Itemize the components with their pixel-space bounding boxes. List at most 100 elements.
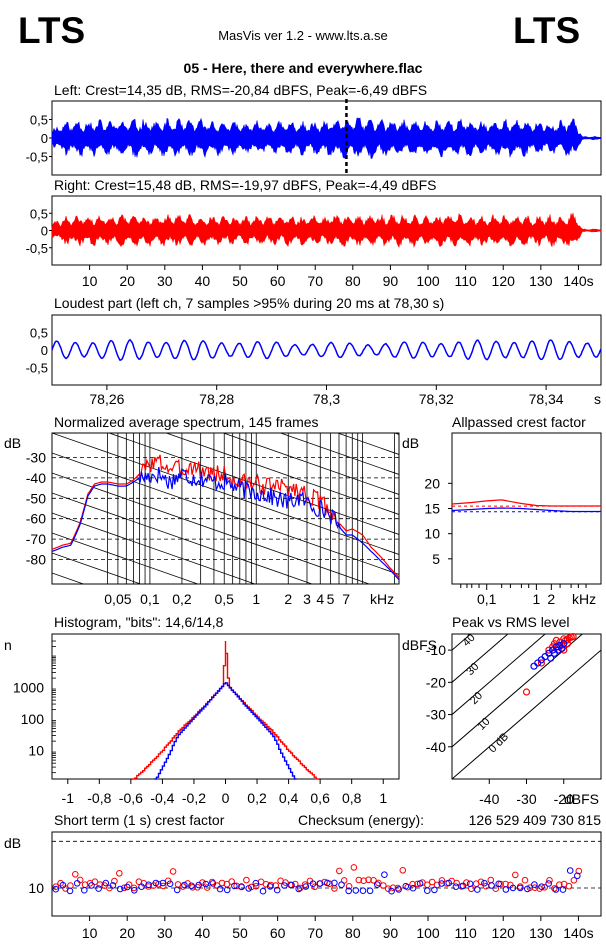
crest-point [111, 877, 118, 885]
time-tick-label: 30 [157, 273, 173, 289]
histogram-title: Histogram, "bits": 14,6/14,8 [54, 614, 224, 630]
scatter-point [522, 688, 531, 696]
crest-point [559, 886, 567, 893]
crest-point [551, 885, 558, 892]
crest-point [365, 876, 372, 884]
x-tick-label: 78,32 [419, 391, 454, 407]
crest-point [481, 879, 488, 887]
time-tick-label: 50 [232, 273, 248, 289]
histogram-series-line [154, 682, 297, 780]
time-tick-label: 100 [416, 925, 440, 941]
crest-point [231, 882, 238, 890]
time-tick-label: 120 [492, 273, 516, 289]
crest-point [565, 882, 573, 890]
allpassed-crest-plot: 20 15 10 5 0,1 1 2 [424, 432, 602, 607]
crest-point [116, 885, 124, 893]
crest-point [166, 880, 174, 888]
crest-point [216, 885, 224, 893]
x-tick-label: 0,4 [279, 790, 299, 806]
waveform-line [51, 338, 602, 361]
spectrum-series-line [51, 466, 400, 581]
crest-point [538, 883, 545, 891]
time-tick-label: 80 [345, 273, 361, 289]
reference-slope [52, 452, 399, 575]
crest-point [370, 877, 377, 884]
time-tick-label: 130 [529, 273, 553, 289]
time-tick-label: 140s [563, 925, 593, 941]
crest-point [95, 885, 102, 892]
x-tick-label: 78,34 [529, 391, 564, 407]
x-tick-label: 3 [303, 591, 311, 607]
x-tick-label: -0,8 [87, 790, 111, 806]
logo-right: LTS [513, 10, 580, 51]
crest-point [96, 881, 104, 888]
crest-point [350, 864, 358, 871]
spectrum-plot: -30 -40 -50 -60 -70 -80 0,05 0,1 0,2 0,5 1 2 3 4 5 7 [26, 432, 400, 607]
time-tick-label: 80 [345, 925, 361, 941]
crest-point [72, 871, 79, 878]
crest-point [395, 886, 403, 893]
crest-point [574, 872, 581, 880]
y-tick-label: 10 [28, 880, 44, 896]
time-tick-label: 50 [232, 925, 248, 941]
crest-point [438, 880, 445, 887]
crest-point [302, 883, 310, 890]
crest-point [259, 887, 267, 895]
crest-series-line [451, 507, 601, 513]
crest-point [345, 883, 353, 890]
crest-point [545, 880, 553, 887]
y-tick-label: 0,5 [30, 326, 48, 341]
crest-diagonal [452, 634, 584, 748]
crest-point [189, 884, 196, 891]
y-tick-label: 20 [424, 475, 440, 491]
crest-point [130, 884, 138, 892]
scatter-point [569, 632, 577, 641]
crest-point [52, 885, 60, 893]
x-tick-label: 1 [252, 591, 260, 607]
crest-point [123, 883, 131, 891]
crest-point [59, 881, 67, 889]
crest-point [120, 884, 128, 892]
y-tick-label: -20 [426, 674, 446, 690]
crest-point [173, 886, 181, 894]
scatter-point [547, 654, 555, 662]
plot-frame [51, 831, 602, 917]
crest-point [245, 885, 252, 892]
crest-point [495, 880, 503, 888]
y-tick-label: -80 [26, 552, 46, 568]
y-tick-label: 10 [28, 743, 44, 759]
crest-point [209, 880, 217, 887]
reference-slope [52, 492, 314, 584]
crest-point [492, 885, 500, 893]
crest-point [66, 887, 74, 895]
time-tick-label: 20 [119, 273, 135, 289]
crest-point [433, 881, 441, 889]
crest-point [380, 882, 387, 889]
spectrum-ylabel: dB [4, 435, 21, 451]
crest-point [531, 884, 539, 892]
crest-point [159, 879, 167, 887]
reference-slope [222, 433, 399, 495]
crest-point [223, 886, 231, 894]
crest-point [512, 871, 519, 879]
x-tick-label: 78,26 [89, 391, 124, 407]
crest-point [336, 867, 343, 875]
x-tick-label: 2 [547, 591, 555, 607]
crest-point [355, 876, 363, 884]
scatter-point [530, 662, 538, 670]
crest-point [81, 886, 88, 894]
loudest-xunit: s [594, 391, 601, 407]
scatter-point [558, 644, 566, 653]
time-tick-label: 20 [119, 925, 135, 941]
time-tick-label: 10 [82, 925, 98, 941]
scatter-point [565, 634, 573, 642]
spectrum-xunit: kHz [370, 591, 394, 607]
crest-point [202, 880, 210, 888]
crest-point [243, 876, 250, 884]
checksum-label: Checksum (energy): [298, 812, 424, 828]
crest-point [394, 884, 402, 892]
crest-point [252, 879, 260, 887]
time-axis: 10 20 30 40 50 60 70 80 90 100 110 120 130 140s [82, 265, 594, 289]
x-tick-label: -0,4 [150, 790, 174, 806]
crest-point [145, 881, 152, 889]
